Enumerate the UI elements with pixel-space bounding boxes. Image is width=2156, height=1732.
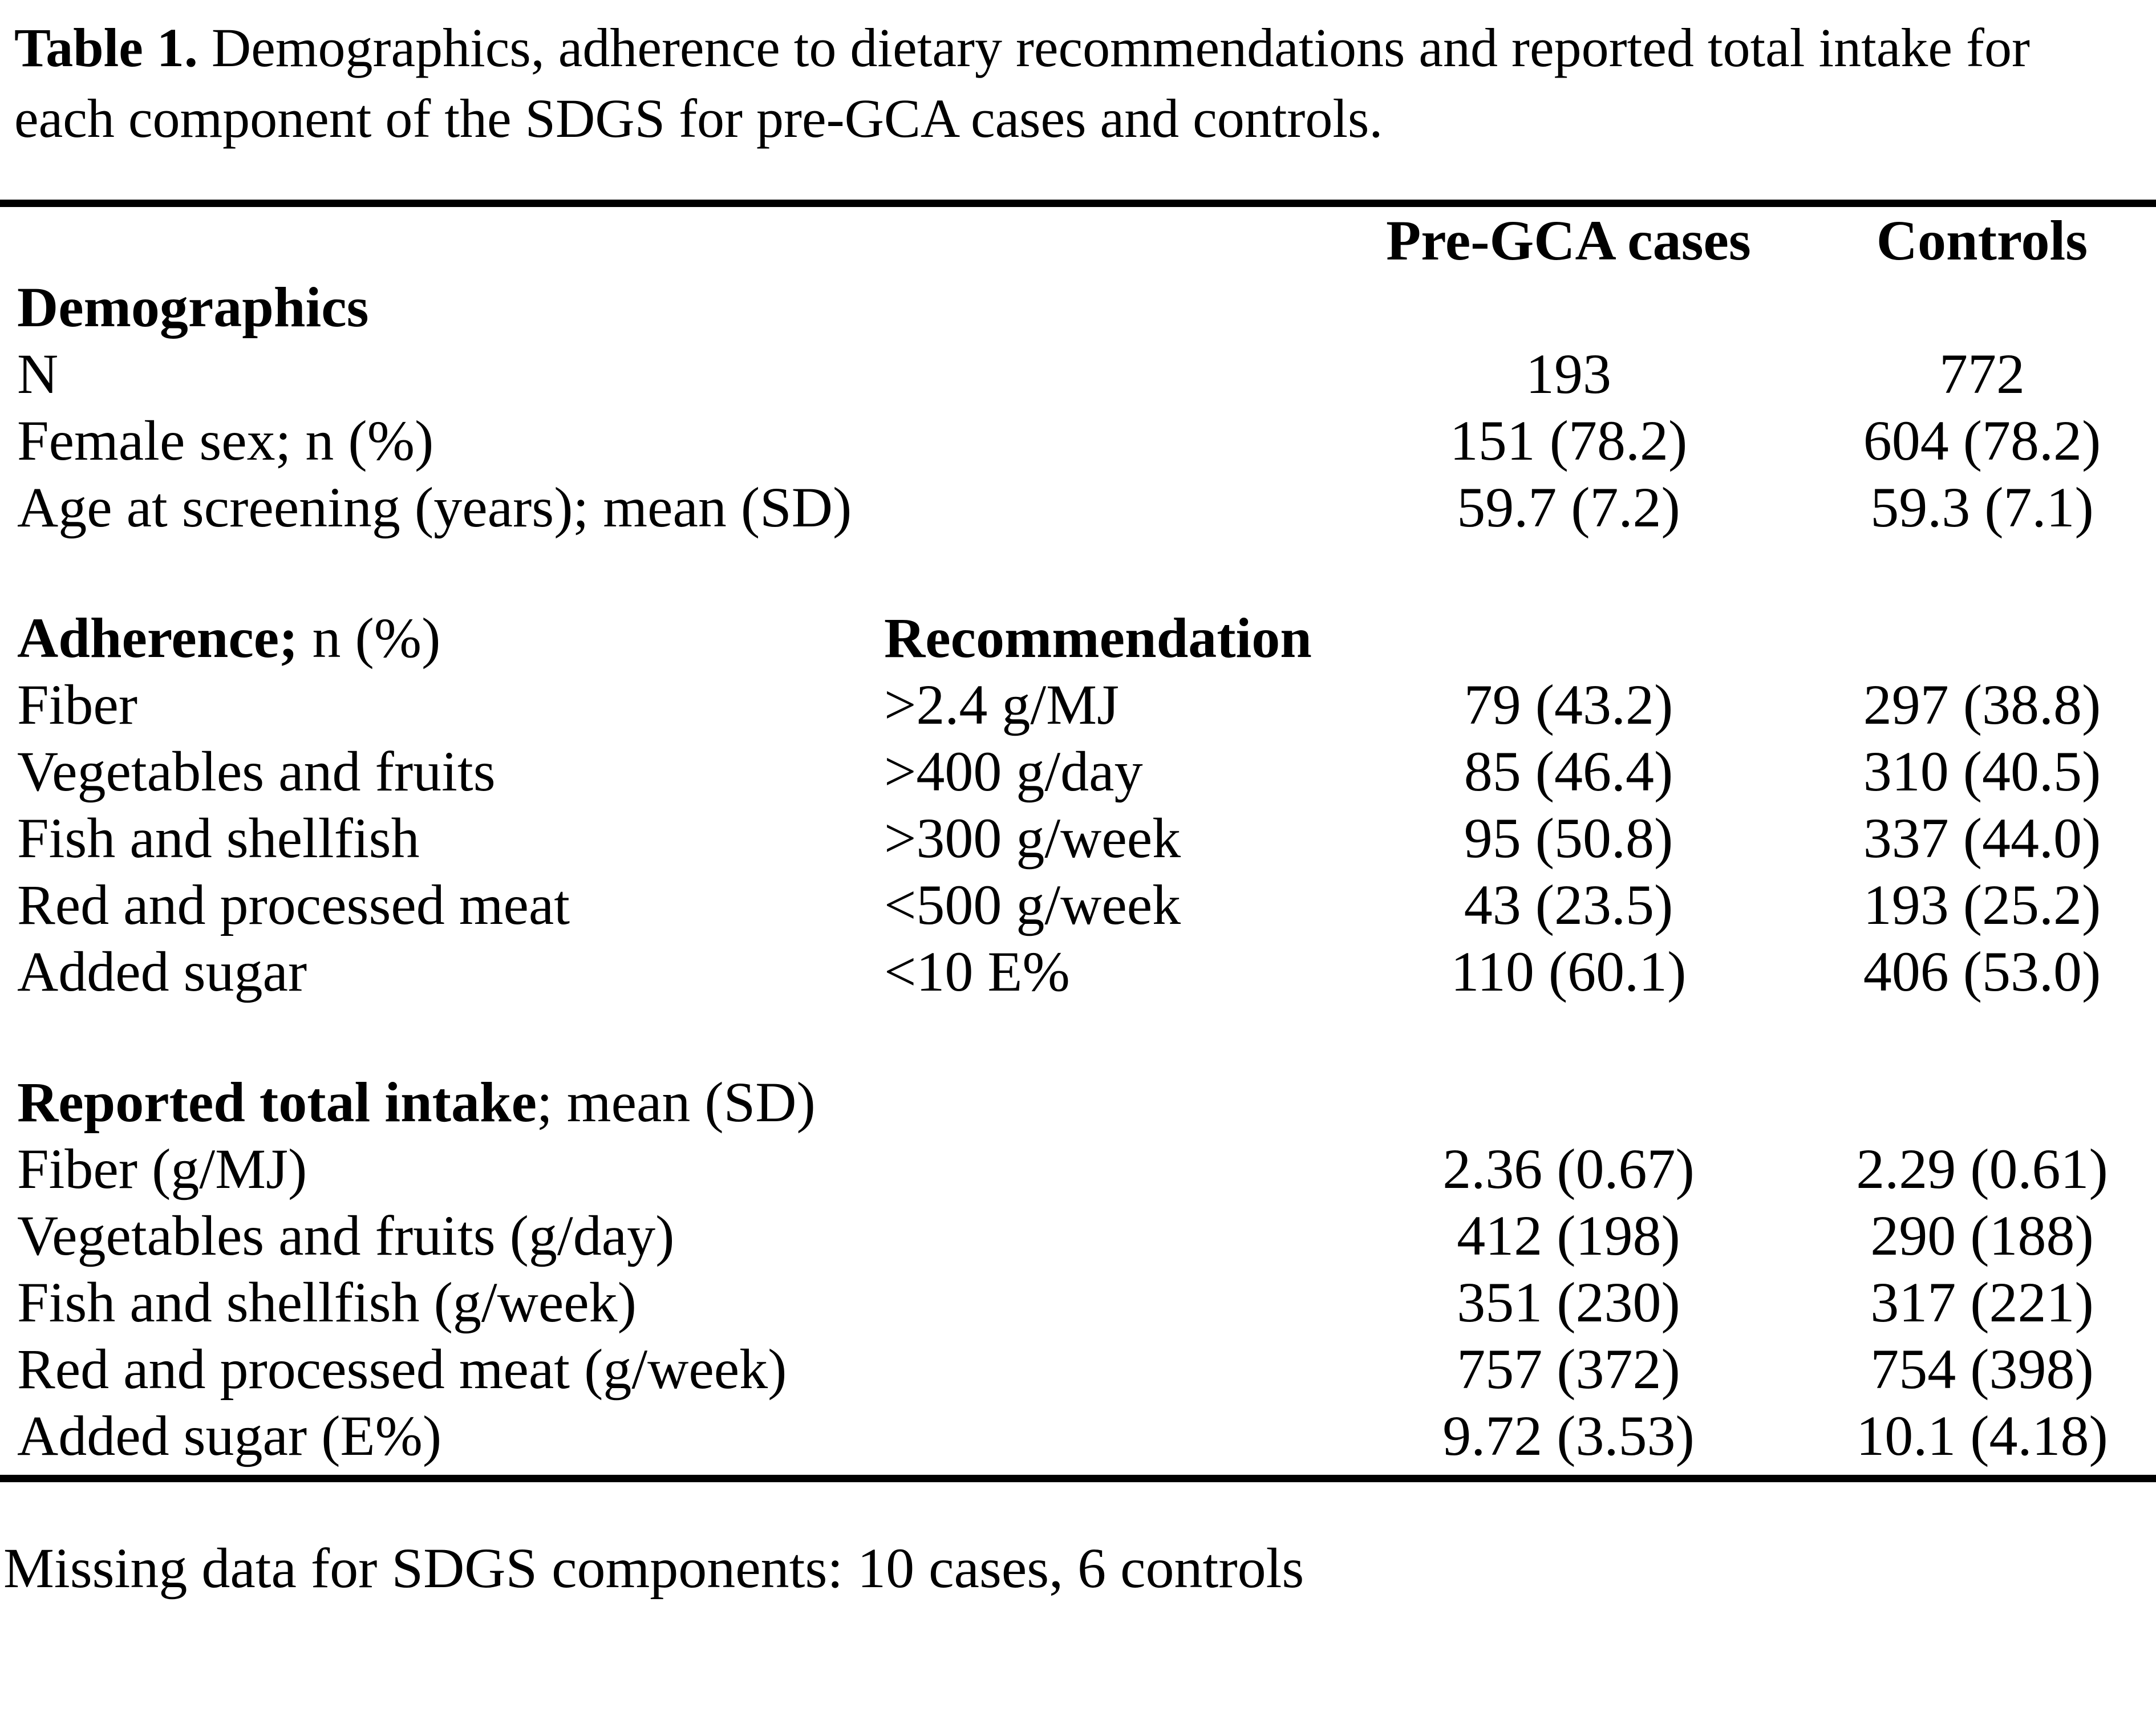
table-row: Red and processed meat (g/week) 757 (372…: [0, 1336, 2156, 1402]
row-value-cases: 43 (23.5): [1464, 873, 1673, 936]
section-header-row-adherence: Adherence; n (%) Recommendation: [0, 605, 2156, 671]
row-value-controls: 317 (221): [1870, 1271, 2094, 1334]
row-value-controls: 290 (188): [1870, 1204, 2094, 1267]
row-label: N: [17, 342, 59, 405]
table-row: Fiber >2.4 g/MJ 79 (43.2) 297 (38.8): [0, 671, 2156, 738]
row-value-controls: 59.3 (7.1): [1870, 476, 2094, 539]
row-label: Vegetables and fruits: [17, 740, 496, 803]
row-value-controls: 406 (53.0): [1863, 940, 2101, 1003]
table-row: N 193 772: [0, 340, 2156, 407]
row-value-controls: 337 (44.0): [1863, 806, 2101, 870]
table-row: Red and processed meat <500 g/week 43 (2…: [0, 871, 2156, 938]
table-caption: Table 1. Demographics, adherence to diet…: [0, 0, 2156, 154]
table-row: Female sex; n (%) 151 (78.2) 604 (78.2): [0, 407, 2156, 474]
row-label: Red and processed meat (g/week): [17, 1337, 787, 1401]
row-recommendation: <500 g/week: [884, 873, 1181, 936]
section-gap: [0, 1005, 2156, 1069]
table-row: Fish and shellfish (g/week) 351 (230) 31…: [0, 1269, 2156, 1336]
top-rule: [0, 200, 2156, 207]
table-row: Vegetables and fruits (g/day) 412 (198) …: [0, 1202, 2156, 1269]
section-header-bold: Reported total intake: [17, 1070, 537, 1134]
row-value-controls: 2.29 (0.61): [1856, 1137, 2108, 1200]
bottom-rule: [0, 1475, 2156, 1482]
row-recommendation: >300 g/week: [884, 806, 1181, 870]
row-value-cases: 2.36 (0.67): [1442, 1137, 1695, 1200]
col-header-controls: Controls: [1876, 209, 2088, 272]
row-value-cases: 412 (198): [1457, 1204, 1680, 1267]
section-gap: [0, 541, 2156, 605]
section-header-row-reported-intake: Reported total intake; mean (SD): [0, 1069, 2156, 1135]
row-value-controls: 193 (25.2): [1863, 873, 2101, 936]
table-row: Age at screening (years); mean (SD) 59.7…: [0, 474, 2156, 541]
section-header-bold: Demographics: [17, 275, 369, 339]
table-row: Added sugar <10 E% 110 (60.1) 406 (53.0): [0, 938, 2156, 1005]
row-value-controls: 604 (78.2): [1863, 409, 2101, 472]
row-label: Vegetables and fruits (g/day): [17, 1204, 675, 1267]
row-label: Fiber: [17, 673, 138, 736]
caption-table-number: Table 1.: [14, 17, 198, 78]
row-value-controls: 297 (38.8): [1863, 673, 2101, 736]
row-value-cases: 193: [1526, 342, 1611, 405]
row-value-cases: 85 (46.4): [1464, 740, 1673, 803]
row-value-cases: 110 (60.1): [1450, 940, 1687, 1003]
row-label: Added sugar (E%): [17, 1404, 442, 1467]
section-header-rest: n (%): [298, 606, 441, 670]
section-header-label: Reported total intake; mean (SD): [17, 1069, 884, 1135]
table-row: Added sugar (E%) 9.72 (3.53) 10.1 (4.18): [0, 1402, 2156, 1469]
caption-line-1: Table 1. Demographics, adherence to diet…: [14, 13, 2156, 83]
table-row: Vegetables and fruits >400 g/day 85 (46.…: [0, 738, 2156, 805]
row-label: Fish and shellfish (g/week): [17, 1271, 637, 1334]
row-value-cases: 757 (372): [1457, 1337, 1680, 1401]
row-value-cases: 9.72 (3.53): [1442, 1404, 1695, 1467]
table-row: Fiber (g/MJ) 2.36 (0.67) 2.29 (0.61): [0, 1135, 2156, 1202]
recommendation-header: Recommendation: [884, 606, 1312, 670]
row-value-cases: 151 (78.2): [1449, 409, 1688, 472]
caption-line-2: each component of the SDGS for pre-GCA c…: [14, 88, 1383, 149]
row-label: Female sex; n (%): [17, 409, 434, 472]
table-row: Fish and shellfish >300 g/week 95 (50.8)…: [0, 805, 2156, 871]
caption-text: Demographics, adherence to dietary recom…: [197, 17, 2030, 78]
row-label: Age at screening (years); mean (SD): [17, 476, 852, 539]
row-label: Fiber (g/MJ): [17, 1137, 307, 1200]
row-value-controls: 754 (398): [1870, 1337, 2094, 1401]
section-header-row-demographics: Demographics: [0, 274, 2156, 340]
row-value-cases: 79 (43.2): [1464, 673, 1673, 736]
row-recommendation: >2.4 g/MJ: [884, 673, 1120, 736]
column-header-row: Pre-GCA cases Controls: [0, 207, 2156, 274]
row-label: Added sugar: [17, 940, 307, 1003]
row-recommendation: <10 E%: [884, 940, 1070, 1003]
row-label: Red and processed meat: [17, 873, 570, 936]
row-recommendation: >400 g/day: [884, 740, 1143, 803]
row-value-controls: 310 (40.5): [1863, 740, 2101, 803]
row-value-cases: 351 (230): [1457, 1271, 1680, 1334]
row-value-controls: 772: [1939, 342, 2025, 405]
section-header-label: Adherence; n (%): [17, 605, 884, 671]
section-header-bold: Adherence;: [17, 606, 298, 670]
row-label: Fish and shellfish: [17, 806, 420, 870]
row-value-cases: 59.7 (7.2): [1457, 476, 1680, 539]
table-footnote: Missing data for SDGS components: 10 cas…: [3, 1536, 1304, 1600]
section-header-rest: ; mean (SD): [537, 1070, 816, 1134]
col-header-cases: Pre-GCA cases: [1386, 209, 1751, 272]
section-header-label: Demographics: [17, 274, 884, 340]
row-value-controls: 10.1 (4.18): [1856, 1404, 2108, 1467]
row-value-cases: 95 (50.8): [1464, 806, 1673, 870]
